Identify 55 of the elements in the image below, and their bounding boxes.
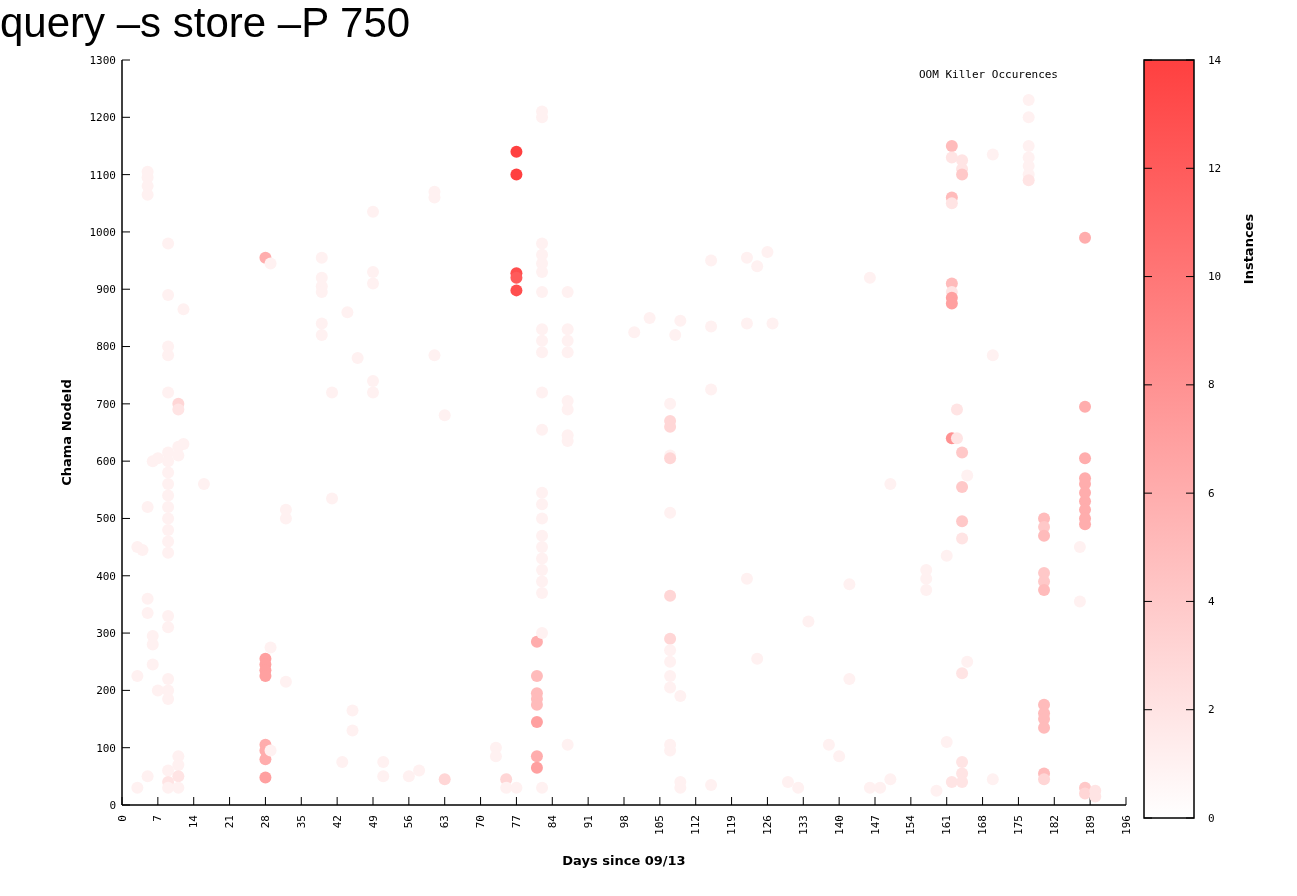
x-tick-label: 14 xyxy=(187,814,201,829)
x-tick-label: 35 xyxy=(294,815,308,829)
x-tick-label: 112 xyxy=(689,815,703,835)
y-tick-label: 100 xyxy=(96,741,116,755)
color-bar-label: 8 xyxy=(1208,378,1215,392)
y-tick-label: 500 xyxy=(96,512,116,526)
color-bar-label: 4 xyxy=(1208,594,1215,608)
chart-title: query –s store –P 750 xyxy=(0,0,411,48)
x-tick-label: 77 xyxy=(509,815,523,829)
x-tick-label: 49 xyxy=(366,815,380,829)
x-tick-label: 175 xyxy=(1011,815,1025,835)
y-tick-label: 700 xyxy=(96,397,116,411)
y-tick-label: 0 xyxy=(109,798,116,812)
color-bar-label: 10 xyxy=(1208,270,1222,284)
y-tick-label: 400 xyxy=(96,569,116,583)
text: OOM Killer Occurences xyxy=(918,68,1058,81)
color-bar-label: 14 xyxy=(1208,53,1222,67)
x-tick-label: 70 xyxy=(474,815,488,829)
color-bar-label: 12 xyxy=(1208,161,1222,175)
x-axis-title: Days since 09/13 xyxy=(562,853,686,868)
x-tick-label: 189 xyxy=(1083,815,1097,835)
y-tick-label: 200 xyxy=(96,684,116,698)
y-tick-label: 1200 xyxy=(89,111,116,125)
y-tick-label: 300 xyxy=(96,626,116,640)
x-tick-label: 91 xyxy=(581,815,595,829)
x-tick-label: 147 xyxy=(868,815,882,835)
x-tick-label: 63 xyxy=(438,815,452,829)
color-bar-label: 2 xyxy=(1208,703,1215,717)
x-tick-label: 84 xyxy=(545,814,559,829)
x-tick-label: 168 xyxy=(976,815,990,835)
x-tick-label: 21 xyxy=(223,815,237,829)
x-tick-label: 56 xyxy=(402,815,416,829)
x-tick-label: 28 xyxy=(258,815,272,829)
x-tick-label: 126 xyxy=(760,815,774,835)
x-tick-label: 161 xyxy=(940,815,954,835)
x-tick-label: 182 xyxy=(1047,815,1061,835)
x-tick-label: 119 xyxy=(725,815,739,835)
y-tick-label: 900 xyxy=(96,283,116,297)
x-tick-label: 196 xyxy=(1119,815,1133,835)
x-tick-label: 133 xyxy=(796,815,810,835)
x-tick-label: 98 xyxy=(617,815,631,829)
y-axis-title: Chama NodeId xyxy=(58,379,74,486)
y-tick-label: 600 xyxy=(96,455,116,469)
x-tick-label: 42 xyxy=(330,815,344,829)
y-tick-label: 800 xyxy=(96,340,116,354)
color-bar-title: Instances xyxy=(1240,213,1256,285)
x-tick-label: 105 xyxy=(653,815,667,835)
y-tick-label: 1100 xyxy=(89,168,116,182)
x-tick-label: 154 xyxy=(904,814,918,835)
y-tick-label: 1000 xyxy=(89,225,116,239)
y-tick-label: 1300 xyxy=(89,53,116,67)
x-tick-label: 0 xyxy=(115,815,129,822)
color-bar-label: 6 xyxy=(1208,486,1215,500)
x-tick-label: 7 xyxy=(151,815,165,822)
x-tick-label: 140 xyxy=(832,815,846,835)
